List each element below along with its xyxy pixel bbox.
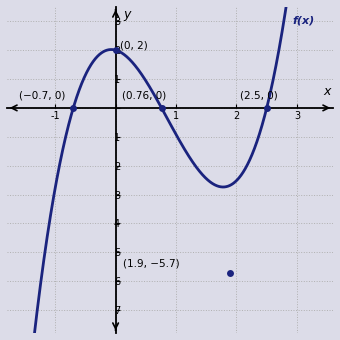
Text: y: y xyxy=(123,8,130,21)
Text: (−0.7, 0): (−0.7, 0) xyxy=(19,91,65,101)
Text: x: x xyxy=(323,85,331,98)
Text: (2.5, 0): (2.5, 0) xyxy=(239,91,277,101)
Text: (1.9, −5.7): (1.9, −5.7) xyxy=(123,258,180,268)
Text: f(x): f(x) xyxy=(292,15,314,26)
Text: (0.76, 0): (0.76, 0) xyxy=(122,91,166,101)
Text: (0, 2): (0, 2) xyxy=(120,40,148,50)
